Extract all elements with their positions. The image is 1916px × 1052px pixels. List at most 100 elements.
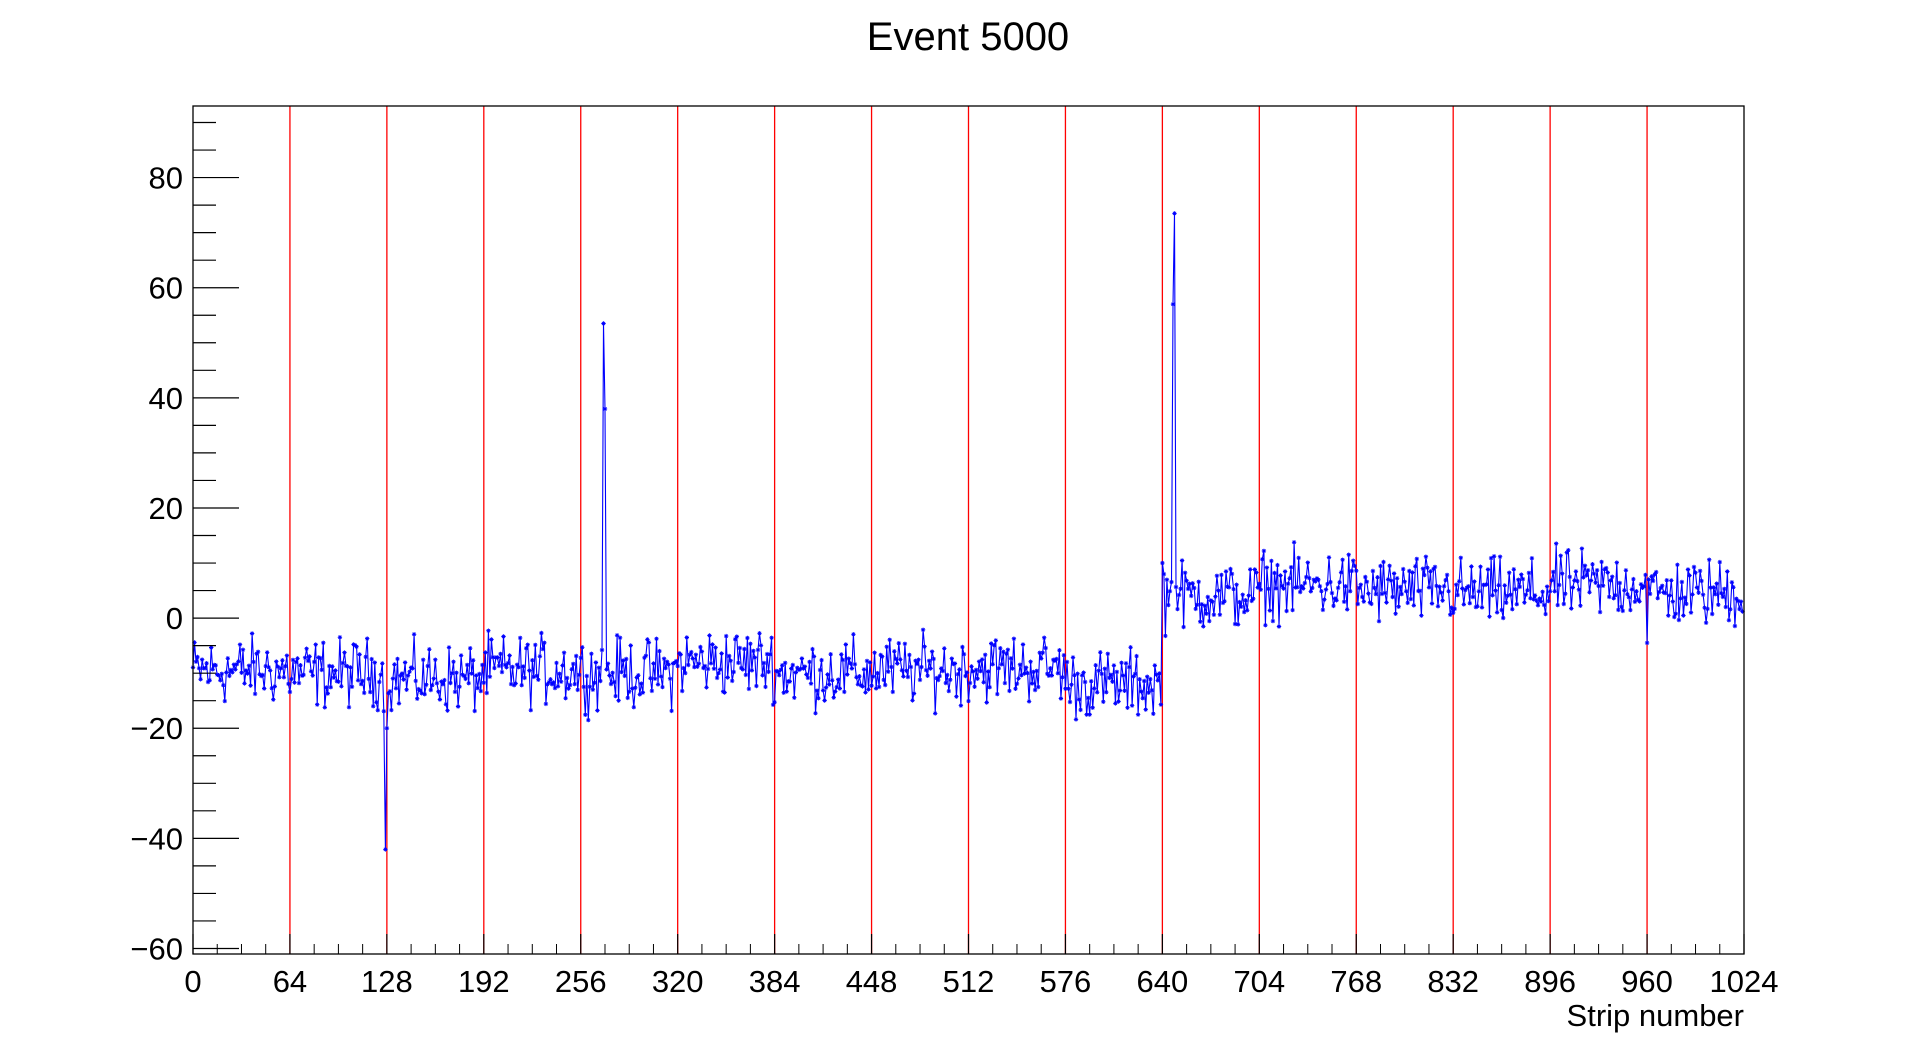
data-point bbox=[892, 649, 897, 654]
data-point bbox=[1313, 579, 1318, 584]
data-point bbox=[648, 676, 653, 681]
data-point bbox=[304, 646, 309, 651]
data-point bbox=[1379, 591, 1385, 597]
data-point bbox=[717, 667, 723, 672]
data-point bbox=[1335, 585, 1341, 591]
data-point bbox=[929, 649, 935, 654]
data-point bbox=[916, 657, 921, 662]
data-point bbox=[689, 649, 694, 655]
data-point bbox=[1120, 673, 1126, 678]
data-point bbox=[1449, 605, 1454, 610]
data-point bbox=[365, 636, 370, 641]
data-point bbox=[681, 665, 686, 671]
y-axis: −60 −40 −20 0 20 40 60 80 bbox=[130, 121, 239, 966]
data-point bbox=[249, 631, 255, 636]
data-point bbox=[1737, 606, 1742, 612]
data-point bbox=[1241, 609, 1247, 615]
data-point bbox=[761, 660, 767, 666]
data-point bbox=[881, 677, 886, 683]
data-point bbox=[1387, 563, 1392, 568]
data-point bbox=[287, 689, 293, 695]
data-point bbox=[1202, 603, 1208, 608]
data-point bbox=[928, 666, 933, 671]
data-point bbox=[1547, 589, 1553, 594]
data-point bbox=[1522, 600, 1527, 605]
data-point bbox=[1705, 606, 1710, 612]
data-point bbox=[613, 693, 618, 699]
data-point bbox=[1623, 568, 1629, 573]
data-point bbox=[1172, 211, 1177, 216]
data-point bbox=[1693, 570, 1698, 575]
data-point bbox=[1154, 672, 1159, 677]
data-point bbox=[1032, 687, 1038, 693]
data-point bbox=[1469, 564, 1474, 569]
data-point bbox=[751, 648, 756, 654]
data-point bbox=[322, 705, 327, 710]
data-point bbox=[917, 677, 923, 683]
data-point bbox=[207, 678, 212, 683]
data-point bbox=[992, 643, 997, 648]
data-point bbox=[425, 663, 430, 669]
data-point bbox=[504, 665, 509, 670]
data-point bbox=[1467, 601, 1473, 606]
data-point bbox=[890, 689, 895, 695]
data-point bbox=[1316, 577, 1321, 582]
data-point bbox=[1161, 571, 1167, 577]
data-point bbox=[660, 684, 665, 690]
data-point bbox=[369, 656, 374, 662]
data-point bbox=[478, 688, 483, 694]
data-point bbox=[1390, 594, 1395, 600]
data-point bbox=[1656, 589, 1662, 595]
data-point bbox=[1069, 682, 1074, 687]
data-point bbox=[539, 630, 544, 636]
data-point bbox=[255, 649, 261, 654]
data-point bbox=[1137, 677, 1142, 682]
data-point bbox=[942, 646, 947, 651]
data-point bbox=[1287, 576, 1292, 581]
data-point bbox=[193, 659, 199, 664]
data-point bbox=[1076, 697, 1082, 702]
data-point bbox=[760, 673, 765, 678]
data-point bbox=[1270, 618, 1276, 624]
data-point bbox=[1723, 604, 1729, 610]
data-point bbox=[346, 705, 352, 710]
data-point bbox=[1696, 590, 1701, 595]
data-point bbox=[271, 697, 276, 702]
data-point bbox=[1070, 655, 1076, 660]
data-point bbox=[224, 670, 229, 675]
data-point bbox=[975, 676, 980, 681]
data-point bbox=[767, 652, 773, 657]
data-point bbox=[293, 659, 299, 665]
data-point bbox=[961, 652, 967, 657]
data-point bbox=[555, 684, 561, 689]
data-point bbox=[513, 681, 518, 686]
data-point bbox=[486, 628, 491, 633]
data-point bbox=[1699, 578, 1704, 584]
chart-title: Event 5000 bbox=[867, 15, 1069, 59]
data-point bbox=[260, 672, 265, 678]
data-point bbox=[1453, 582, 1459, 587]
data-point bbox=[725, 675, 730, 680]
data-point bbox=[727, 653, 732, 659]
x-tick-label: 384 bbox=[749, 964, 801, 999]
data-point bbox=[886, 669, 891, 674]
data-point bbox=[1432, 564, 1438, 570]
data-point bbox=[1002, 680, 1008, 686]
data-point bbox=[621, 658, 626, 663]
data-point bbox=[325, 691, 330, 696]
data-point bbox=[1626, 595, 1632, 600]
data-point bbox=[1450, 610, 1456, 615]
data-point bbox=[872, 650, 877, 655]
data-point bbox=[242, 681, 247, 686]
data-point bbox=[1460, 586, 1465, 591]
data-point bbox=[1008, 656, 1014, 661]
data-point bbox=[1585, 568, 1591, 573]
data-point bbox=[377, 679, 382, 685]
data-point bbox=[266, 665, 271, 670]
data-point bbox=[310, 673, 315, 678]
data-point bbox=[604, 667, 609, 672]
data-point bbox=[466, 681, 471, 686]
data-point bbox=[1061, 653, 1067, 658]
data-point bbox=[1408, 596, 1414, 602]
data-point bbox=[368, 689, 373, 695]
